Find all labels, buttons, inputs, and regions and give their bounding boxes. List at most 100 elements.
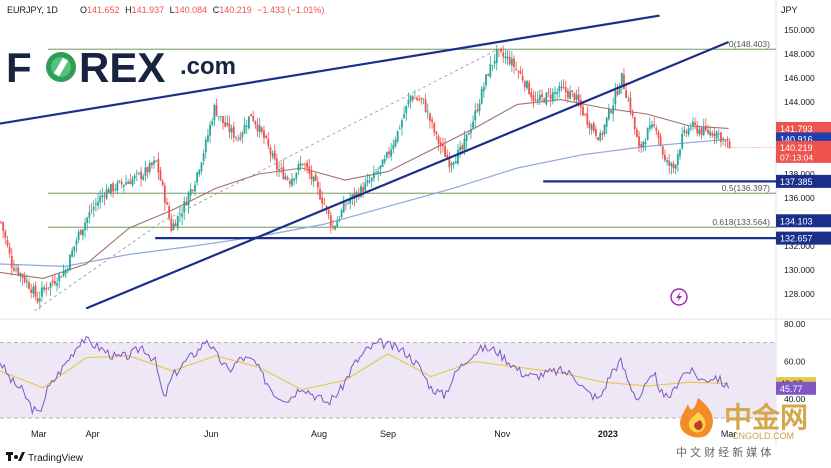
candle-body [71,250,74,257]
candle-body [200,162,203,171]
candle-body [129,180,132,185]
candle-body [620,72,623,87]
candle-body [683,129,686,133]
candle-body [247,116,250,129]
price-tick-label: 144.000 [784,97,815,107]
candle-body [728,141,731,149]
candle-body [325,205,328,208]
ohlc-l-key: L [170,5,175,15]
ohlc-c-value: 140.219 [219,5,252,15]
candle-body [717,133,720,135]
x-axis-label: Mar [721,429,737,439]
candle-body [243,124,246,134]
tradingview-brand: TradingView [6,452,84,464]
candle-body [127,182,130,184]
candle-body [403,114,405,118]
candle-body [23,275,26,282]
candle-body [0,221,2,223]
candle-body [459,146,462,151]
price-badge [776,214,831,228]
candle-body [90,210,93,211]
candle-body [347,202,349,204]
price-tick-label: 138.000 [784,169,815,179]
rsi-tick-label: 60.00 [784,356,806,366]
candle-body [125,182,127,185]
candle-body [631,112,634,117]
candle-body [282,166,285,179]
candle-body [633,117,636,130]
candle-body [189,188,192,196]
horizontal-level-badge [776,231,831,245]
candle-body [635,129,638,138]
candle-body [536,99,539,102]
candle-body [498,49,500,50]
candle-body [435,131,438,134]
candle-body [45,287,48,290]
candle-body [392,144,395,150]
candle-body [265,136,268,138]
candle-body [519,71,522,74]
candle-body [377,171,380,174]
candle-body [538,95,541,101]
candle-body [672,163,675,169]
candle-body [491,65,494,67]
candle-body [314,174,317,181]
tradingview-label: TradingView [28,453,84,464]
candle-body [267,138,270,147]
candle-body [150,162,153,166]
rsi-tick-label: 40.00 [784,394,806,404]
candle-body [485,74,487,86]
x-axis-label: 2023 [598,429,618,439]
candle-body [659,136,662,145]
candle-body [394,139,397,147]
logo-dotcom: .com [180,53,236,80]
chart-header: EURJPY, 1D O141.652 H141.937 L140.084 C1… [7,5,324,15]
candle-body [373,172,375,179]
candle-body [715,131,718,139]
candle-body [605,117,608,127]
candle-body [398,128,401,130]
candle-body [131,178,134,186]
candle-body [13,267,15,271]
candle-body [75,240,78,246]
moving-average-2-line [0,138,729,268]
candle-body [655,127,658,131]
candle-body [226,122,229,126]
rsi-band [0,342,776,418]
candle-body [120,181,123,185]
candle-body [21,273,24,278]
candle-body [62,271,65,276]
candle-body [36,297,39,303]
candle-body [88,212,91,218]
candle-body [140,171,143,179]
price-badge-countdown: 07:13:04 [780,152,813,162]
candle-body [321,197,324,204]
candle-body [584,113,587,115]
candle-body [424,99,427,112]
candle-body [472,121,474,128]
candle-body [702,127,705,136]
candle-body [297,164,300,171]
symbol-label[interactable]: EURJPY, 1D [7,5,58,15]
candle-body [573,93,576,101]
candle-body [239,136,242,140]
candle-body [219,116,222,118]
candle-body [323,203,326,205]
rsi-tick-label: 80.00 [784,319,806,329]
candle-body [720,132,722,142]
logo-letter-f: F [6,44,32,91]
candle-body [560,86,563,89]
candle-body [138,172,140,174]
candle-body [107,189,110,194]
candle-body [38,298,41,302]
candle-body [146,167,149,173]
candle-body [411,96,414,100]
candle-body [385,152,388,158]
candle-body [25,280,28,283]
ohlc-h-key: H [125,5,132,15]
candle-body [692,121,694,126]
lightning-icon[interactable] [670,288,688,306]
candle-body [549,94,552,99]
candle-body [457,149,459,164]
